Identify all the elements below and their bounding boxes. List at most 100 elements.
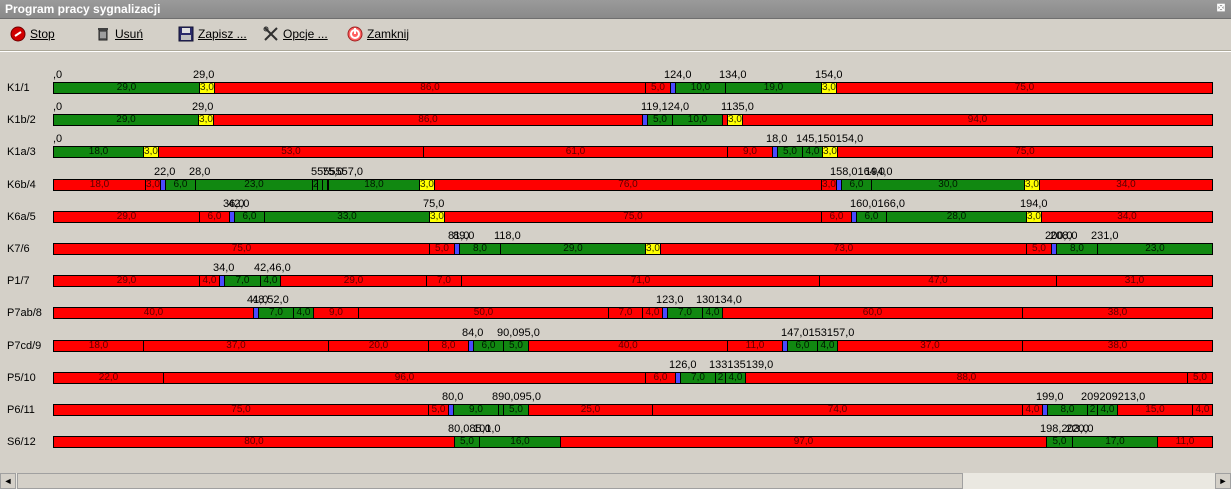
- signal-phase-segment: 97,0: [560, 436, 1047, 448]
- time-tick-label: 90,095,0: [497, 327, 540, 339]
- signal-phase-segment: 29,0: [53, 275, 200, 287]
- signal-phase-segment: 15,0: [1117, 404, 1193, 416]
- signal-phase-segment: 17,0: [1072, 436, 1158, 448]
- signal-phase-segment: 4,0: [260, 275, 281, 287]
- signal-group-label: P6/11: [7, 404, 35, 416]
- window-titlebar: Program pracy sygnalizacji ⊠: [0, 0, 1231, 19]
- signal-phase-segment: 37,0: [837, 340, 1023, 352]
- signal-phase-segment: 75,0: [444, 211, 822, 223]
- signal-phase-segment: 10,0: [675, 82, 726, 94]
- time-tick-label: 134,0: [719, 69, 747, 81]
- signal-phase-segment: 40,0: [53, 307, 254, 319]
- signal-phase-segment: 3,0: [143, 146, 159, 158]
- signal-phase-segment: 34,0: [1041, 211, 1213, 223]
- options-button[interactable]: Opcje ...: [263, 25, 328, 43]
- signal-phase-segment: 4,0: [642, 307, 663, 319]
- signal-phase-segment: 96,0: [163, 372, 646, 384]
- signal-phase-segment: 29,0: [53, 211, 200, 223]
- signal-phase-segment: 5,0: [777, 146, 803, 158]
- signal-phase-segment: 18,0: [53, 179, 146, 191]
- signal-phase-segment: 73,0: [660, 243, 1027, 255]
- time-tick-label: 119,124,0: [641, 101, 690, 113]
- signal-phase-segment: 5,0: [428, 404, 449, 416]
- time-tick-label: 34,0: [213, 262, 235, 274]
- signal-phase-segment: 31,0: [1056, 275, 1213, 287]
- stop-button[interactable]: Stop: [10, 25, 55, 43]
- save-button[interactable]: Zapisz ...: [178, 25, 247, 43]
- scrollbar-thumb[interactable]: [17, 473, 963, 489]
- close-button[interactable]: Zamknij: [347, 25, 409, 43]
- time-tick-label: 28,0: [189, 166, 211, 178]
- signal-group-label: K6b/4: [7, 179, 36, 191]
- close-window-icon[interactable]: ⊠: [1216, 2, 1226, 14]
- signal-phase-segment: 4,0: [725, 372, 746, 384]
- signal-phase-segment: 75,0: [837, 146, 1213, 158]
- signal-phase-segment: 4,0: [702, 307, 723, 319]
- signal-phase-segment: 6,0: [841, 179, 872, 191]
- signal-phase-segment: 18,0: [53, 146, 144, 158]
- signal-phase-segment: 18,0: [53, 340, 144, 352]
- horizontal-scrollbar[interactable]: ◄ ►: [0, 473, 1231, 489]
- signal-phase-segment: 76,0: [434, 179, 822, 191]
- signal-phase-segment: 28,0: [886, 211, 1027, 223]
- toolbar-separator: [0, 50, 1231, 51]
- signal-phase-segment: 38,0: [1022, 340, 1213, 352]
- delete-button[interactable]: Usuń: [95, 25, 143, 43]
- signal-phase-segment: 6,0: [165, 179, 196, 191]
- signal-phase-segment: 25,0: [528, 404, 653, 416]
- time-tick-label: 133135139,0: [709, 359, 774, 371]
- signal-phase-segment: 3,0: [821, 82, 837, 94]
- time-tick-label: 41,0: [247, 294, 269, 306]
- signal-phase-segment: 40,0: [528, 340, 728, 352]
- signal-phase-segment: 4,0: [1022, 404, 1043, 416]
- time-tick-label: 231,0: [1091, 230, 1119, 242]
- signal-phase-segment: 94,0: [742, 114, 1213, 126]
- signal-phase-segment: 75,0: [53, 243, 430, 255]
- time-tick-label: ,0: [53, 101, 63, 113]
- signal-phase-segment: 5,0: [1187, 372, 1213, 384]
- time-tick-label: 75,0: [322, 166, 344, 178]
- signal-phase-segment: 11,0: [1157, 436, 1213, 448]
- time-tick-label: 147,0153157,0: [781, 327, 855, 339]
- signal-phase-segment: 5,0: [1046, 436, 1073, 448]
- signal-phase-segment: 3,0: [199, 82, 215, 94]
- time-tick-label: 130134,0: [696, 294, 742, 306]
- time-tick-label: 48,52,0: [252, 294, 289, 306]
- signal-phase-segment: 7,0: [667, 307, 703, 319]
- signal-phase-segment: 6,0: [856, 211, 887, 223]
- exit-icon: [347, 26, 363, 42]
- signal-phase-segment: 3,0: [1024, 179, 1040, 191]
- time-tick-label: 29,0: [193, 69, 215, 81]
- time-tick-label: 80,085,0: [448, 423, 491, 435]
- signal-phase-segment: 60,0: [722, 307, 1023, 319]
- time-tick-label: 1135,0: [721, 101, 754, 113]
- time-tick-label: 124,0: [664, 69, 692, 81]
- signal-phase-segment: 8,0: [459, 243, 501, 255]
- signal-phase-segment: 4,0: [199, 275, 220, 287]
- stop-icon: [10, 26, 26, 42]
- signal-phase-segment: 3,0: [645, 243, 661, 255]
- signal-phase-segment: 9,0: [313, 307, 359, 319]
- signal-phase-segment: 7,0: [608, 307, 643, 319]
- signal-phase-segment: 7,0: [224, 275, 261, 287]
- signal-phase-segment: 3,0: [821, 179, 837, 191]
- scroll-right-icon[interactable]: ►: [1215, 473, 1231, 489]
- time-tick-label: 89,0: [453, 230, 475, 242]
- signal-phase-segment: 6,0: [473, 340, 504, 352]
- signal-phase-segment: 30,0: [871, 179, 1025, 191]
- toolbar-separator-highlight: [0, 51, 1231, 52]
- signal-phase-segment: 20,0: [328, 340, 429, 352]
- time-tick-label: 890,095,0: [492, 391, 541, 403]
- signal-phase-segment: 29,0: [53, 114, 199, 126]
- signal-phase-segment: 7,0: [426, 275, 462, 287]
- scroll-left-icon[interactable]: ◄: [0, 473, 16, 489]
- signal-phase-segment: 6,0: [821, 211, 852, 223]
- signal-group-label: S6/12: [7, 436, 36, 448]
- signal-phase-segment: 8,0: [1056, 243, 1098, 255]
- signal-phase-segment: 47,0: [819, 275, 1057, 287]
- signal-phase-segment: 88,0: [745, 372, 1188, 384]
- time-tick-label: 75,0: [423, 198, 445, 210]
- signal-phase-segment: 29,0: [280, 275, 427, 287]
- signal-group-label: K6a/5: [7, 211, 36, 223]
- signal-phase-segment: 7,0: [680, 372, 716, 384]
